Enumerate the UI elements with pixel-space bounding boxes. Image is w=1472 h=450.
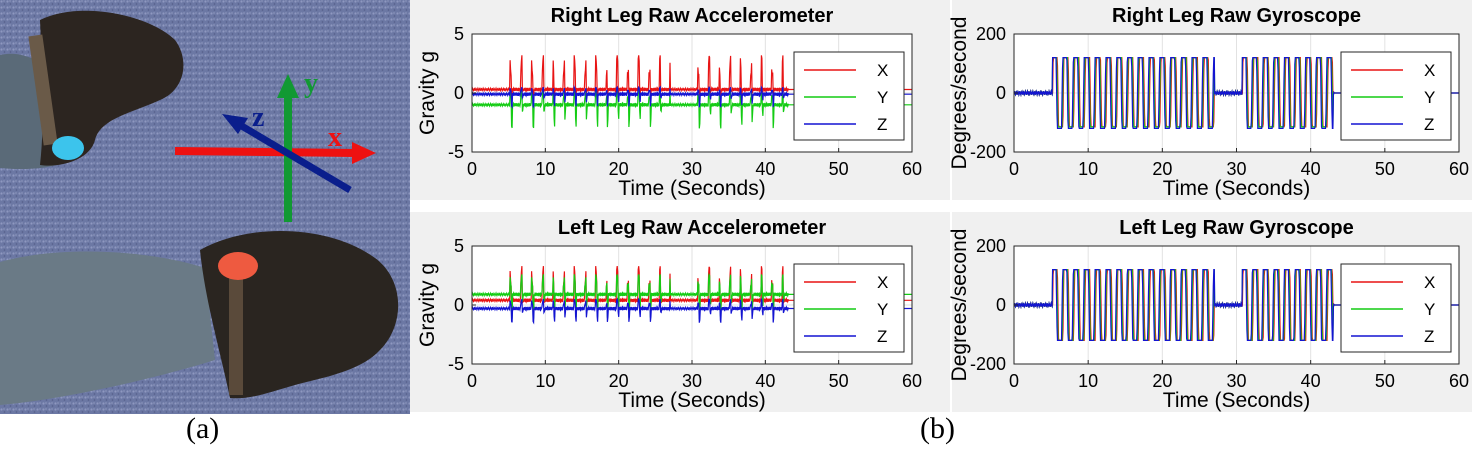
y-tick-label: 5 <box>454 24 464 44</box>
y-axis-label: y <box>304 68 318 99</box>
upper-sock <box>40 10 184 166</box>
x-tick-label: 40 <box>1301 159 1321 179</box>
legend-label-X: X <box>877 61 888 80</box>
x-axis-label: Time (Seconds) <box>1163 177 1310 200</box>
x-axis-arrowhead <box>352 142 376 164</box>
x-axis-label: x <box>328 122 342 153</box>
x-tick-label: 20 <box>1152 159 1172 179</box>
x-tick-label: 10 <box>535 371 555 391</box>
legend-box <box>793 263 905 353</box>
x-tick-label: 30 <box>1226 159 1246 179</box>
legend-label-Y: Y <box>1424 300 1435 319</box>
x-tick-label: 10 <box>535 159 555 179</box>
y-axis-label: Gravity g <box>416 51 439 135</box>
x-tick-label: 0 <box>1009 371 1019 391</box>
x-tick-label: 0 <box>467 159 477 179</box>
y-tick-label: 0 <box>454 295 464 315</box>
x-tick-label: 10 <box>1078 371 1098 391</box>
x-axis-label: Time (Seconds) <box>618 389 765 412</box>
x-tick-label: 50 <box>829 371 849 391</box>
x-tick-label: 50 <box>1375 159 1395 179</box>
y-tick-label: 0 <box>454 83 464 103</box>
legend-label-Z: Z <box>1424 115 1434 134</box>
y-tick-label: -5 <box>448 142 464 162</box>
x-axis-label: Time (Seconds) <box>1163 389 1310 412</box>
x-tick-label: 60 <box>1449 371 1469 391</box>
x-tick-label: 30 <box>682 159 702 179</box>
legend-box <box>793 51 905 141</box>
legend-label-Z: Z <box>877 115 887 134</box>
upper-sensor <box>52 136 84 160</box>
lower-sensor <box>218 252 258 280</box>
x-tick-label: 20 <box>609 371 629 391</box>
legend-label-Y: Y <box>1424 88 1435 107</box>
x-tick-label: 30 <box>682 371 702 391</box>
caption-a: (a) <box>186 412 220 445</box>
x-tick-label: 50 <box>1375 371 1395 391</box>
x-tick-label: 30 <box>1226 371 1246 391</box>
caption-b: (b) <box>920 412 955 445</box>
x-tick-label: 10 <box>1078 159 1098 179</box>
y-tick-label: -200 <box>970 354 1006 374</box>
x-tick-label: 60 <box>1449 159 1469 179</box>
legend-label-X: X <box>1424 61 1435 80</box>
chart-title: Left Leg Raw Accelerometer <box>558 217 826 239</box>
chart-title: Right Leg Raw Gyroscope <box>1112 5 1361 27</box>
y-axis-label: Gravity g <box>416 263 439 347</box>
y-tick-label: 200 <box>976 24 1006 44</box>
legend-box <box>1340 51 1452 141</box>
x-tick-label: 40 <box>1301 371 1321 391</box>
x-axis-label: Time (Seconds) <box>618 177 765 200</box>
x-tick-label: 50 <box>829 159 849 179</box>
x-tick-label: 20 <box>1152 371 1172 391</box>
z-axis-arrow <box>238 121 352 194</box>
y-tick-label: 0 <box>996 83 1006 103</box>
x-tick-label: 0 <box>1009 159 1019 179</box>
chart-title: Left Leg Raw Gyroscope <box>1119 217 1354 239</box>
x-tick-label: 40 <box>755 159 775 179</box>
z-axis-arrowhead <box>222 114 248 134</box>
legend-label-X: X <box>1424 273 1435 292</box>
sensor-photo: x y z <box>0 0 410 414</box>
lower-strap <box>229 275 243 395</box>
y-tick-label: -200 <box>970 142 1006 162</box>
x-tick-label: 40 <box>755 371 775 391</box>
upper-strap <box>28 34 58 146</box>
x-tick-label: 60 <box>902 159 922 179</box>
x-tick-label: 0 <box>467 371 477 391</box>
legend-label-X: X <box>877 273 888 292</box>
y-tick-label: 5 <box>454 236 464 256</box>
z-axis-label: z <box>252 102 264 133</box>
lower-jeans <box>0 251 215 405</box>
y-tick-label: -5 <box>448 354 464 374</box>
y-tick-label: 0 <box>996 295 1006 315</box>
legend-label-Z: Z <box>877 327 887 346</box>
legend-label-Z: Z <box>1424 327 1434 346</box>
x-tick-label: 60 <box>902 371 922 391</box>
x-tick-label: 20 <box>609 159 629 179</box>
y-axis-arrowhead <box>277 74 299 98</box>
y-axis-label: Degrees/second <box>948 17 971 170</box>
y-tick-label: 200 <box>976 236 1006 256</box>
x-axis-arrow <box>174 147 356 157</box>
legend-box <box>1340 263 1452 353</box>
legend-label-Y: Y <box>877 88 888 107</box>
y-axis-label: Degrees/second <box>948 229 971 382</box>
chart-title: Right Leg Raw Accelerometer <box>551 5 834 27</box>
legend-label-Y: Y <box>877 300 888 319</box>
